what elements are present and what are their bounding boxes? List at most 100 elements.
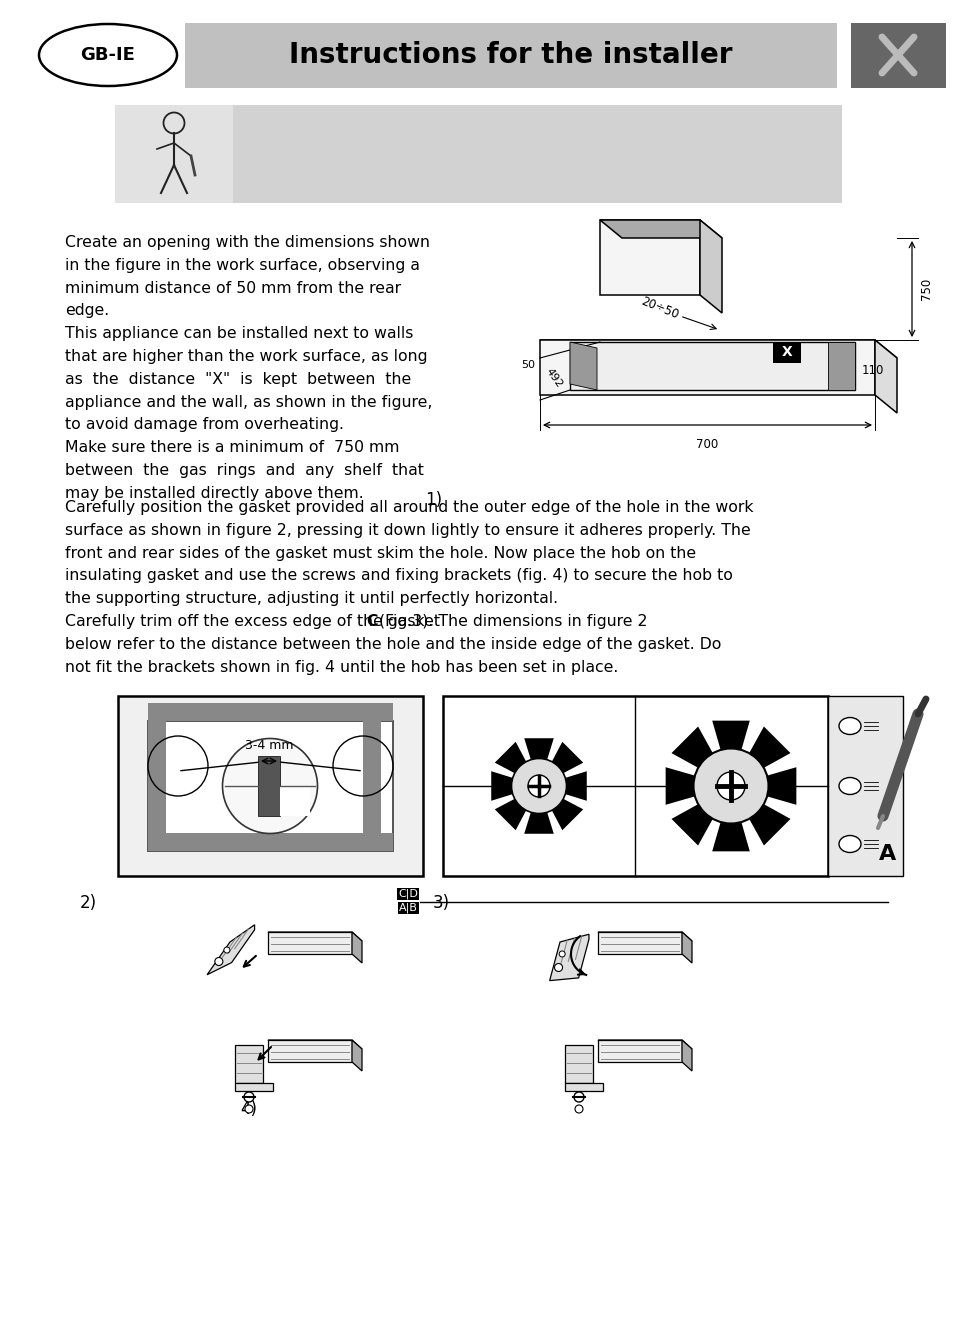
Text: that are higher than the work surface, as long: that are higher than the work surface, a… xyxy=(65,349,427,363)
Text: X: X xyxy=(781,345,792,359)
Polygon shape xyxy=(564,1083,602,1092)
Polygon shape xyxy=(599,220,700,295)
Text: not fit the brackets shown in fig. 4 until the hob has been set in place.: not fit the brackets shown in fig. 4 unt… xyxy=(65,660,618,675)
Text: 750: 750 xyxy=(919,278,932,301)
Bar xyxy=(363,721,380,851)
Ellipse shape xyxy=(558,951,564,957)
Bar xyxy=(148,721,393,851)
Text: C|D: C|D xyxy=(397,888,417,899)
Polygon shape xyxy=(495,786,538,830)
Polygon shape xyxy=(538,786,582,830)
Text: C: C xyxy=(366,615,377,629)
Ellipse shape xyxy=(838,835,861,852)
Text: Make sure there is a minimum of  750 mm: Make sure there is a minimum of 750 mm xyxy=(65,440,399,456)
Text: (Fig.3). The dimensions in figure 2: (Fig.3). The dimensions in figure 2 xyxy=(374,615,647,629)
Polygon shape xyxy=(352,933,361,963)
Text: the supporting structure, adjusting it until perfectly horizontal.: the supporting structure, adjusting it u… xyxy=(65,592,558,607)
Polygon shape xyxy=(524,739,553,786)
Text: GB-IE: GB-IE xyxy=(80,45,135,64)
Polygon shape xyxy=(598,1039,691,1049)
Ellipse shape xyxy=(244,1092,253,1102)
Text: surface as shown in figure 2, pressing it down lightly to ensure it adheres prop: surface as shown in figure 2, pressing i… xyxy=(65,522,750,538)
Polygon shape xyxy=(712,720,749,786)
Polygon shape xyxy=(268,933,361,941)
Polygon shape xyxy=(700,220,721,313)
Bar xyxy=(148,703,393,721)
Text: as  the  distance  "X"  is  kept  between  the: as the distance "X" is kept between the xyxy=(65,371,411,387)
Bar xyxy=(827,696,902,876)
Polygon shape xyxy=(827,342,854,390)
Polygon shape xyxy=(671,727,730,786)
Text: A|B: A|B xyxy=(398,903,417,914)
Text: 20÷50: 20÷50 xyxy=(639,294,680,322)
Polygon shape xyxy=(491,771,538,800)
Polygon shape xyxy=(569,342,597,390)
Polygon shape xyxy=(569,342,854,390)
Polygon shape xyxy=(549,934,588,981)
Text: C|D: C|D xyxy=(397,888,417,899)
Ellipse shape xyxy=(214,958,223,966)
Polygon shape xyxy=(665,767,730,804)
Bar xyxy=(772,342,801,363)
Text: minimum distance of 50 mm from the rear: minimum distance of 50 mm from the rear xyxy=(65,281,400,295)
Polygon shape xyxy=(730,786,790,846)
Text: appliance and the wall, as shown in the figure,: appliance and the wall, as shown in the … xyxy=(65,394,432,410)
Text: may be installed directly above them.: may be installed directly above them. xyxy=(65,486,363,501)
Polygon shape xyxy=(207,925,254,975)
Polygon shape xyxy=(599,220,721,238)
Bar xyxy=(118,696,422,876)
Polygon shape xyxy=(524,786,553,834)
Text: insulating gasket and use the screws and fixing brackets (fig. 4) to secure the : insulating gasket and use the screws and… xyxy=(65,568,732,584)
Polygon shape xyxy=(539,339,874,395)
Text: 1): 1) xyxy=(424,490,441,509)
Polygon shape xyxy=(598,933,681,954)
Polygon shape xyxy=(495,741,538,786)
Bar xyxy=(115,106,233,203)
Text: below refer to the distance between the hole and the inside edge of the gasket. : below refer to the distance between the … xyxy=(65,637,720,652)
Bar xyxy=(115,106,841,203)
Polygon shape xyxy=(539,339,896,358)
Ellipse shape xyxy=(838,717,861,735)
Bar xyxy=(442,696,827,876)
Text: 492: 492 xyxy=(543,366,563,390)
Polygon shape xyxy=(681,933,691,963)
Polygon shape xyxy=(598,1039,681,1062)
Polygon shape xyxy=(671,786,730,846)
Ellipse shape xyxy=(693,748,768,823)
Text: 2): 2) xyxy=(80,894,97,912)
Bar xyxy=(148,721,166,851)
Polygon shape xyxy=(712,786,749,851)
Bar xyxy=(850,23,945,88)
Polygon shape xyxy=(538,771,586,800)
Polygon shape xyxy=(234,1083,273,1092)
Text: 3-4 mm: 3-4 mm xyxy=(245,739,293,752)
Polygon shape xyxy=(538,741,582,786)
Polygon shape xyxy=(730,767,796,804)
Text: This appliance can be installed next to walls: This appliance can be installed next to … xyxy=(65,326,413,341)
Text: A: A xyxy=(879,844,896,864)
Text: to avoid damage from overheating.: to avoid damage from overheating. xyxy=(65,417,344,433)
Text: A|B: A|B xyxy=(398,903,417,914)
Ellipse shape xyxy=(527,775,550,798)
Polygon shape xyxy=(730,727,790,786)
Bar xyxy=(148,834,393,851)
Polygon shape xyxy=(352,1039,361,1071)
Bar xyxy=(185,23,836,88)
Text: edge.: edge. xyxy=(65,303,110,318)
Text: front and rear sides of the gasket must skim the hole. Now place the hob on the: front and rear sides of the gasket must … xyxy=(65,545,696,561)
Text: 110: 110 xyxy=(862,363,883,377)
Ellipse shape xyxy=(717,772,744,800)
Ellipse shape xyxy=(838,778,861,795)
Text: Create an opening with the dimensions shown: Create an opening with the dimensions sh… xyxy=(65,235,430,250)
Text: 4): 4) xyxy=(240,1100,256,1118)
Ellipse shape xyxy=(245,1105,253,1113)
Text: Carefully position the gasket provided all around the outer edge of the hole in : Carefully position the gasket provided a… xyxy=(65,500,753,514)
Ellipse shape xyxy=(224,947,230,953)
Ellipse shape xyxy=(575,1105,582,1113)
Polygon shape xyxy=(681,1039,691,1071)
Polygon shape xyxy=(234,1045,263,1083)
Polygon shape xyxy=(564,1045,593,1083)
Polygon shape xyxy=(598,933,691,941)
Text: in the figure in the work surface, observing a: in the figure in the work surface, obser… xyxy=(65,258,419,273)
Polygon shape xyxy=(268,1039,361,1049)
